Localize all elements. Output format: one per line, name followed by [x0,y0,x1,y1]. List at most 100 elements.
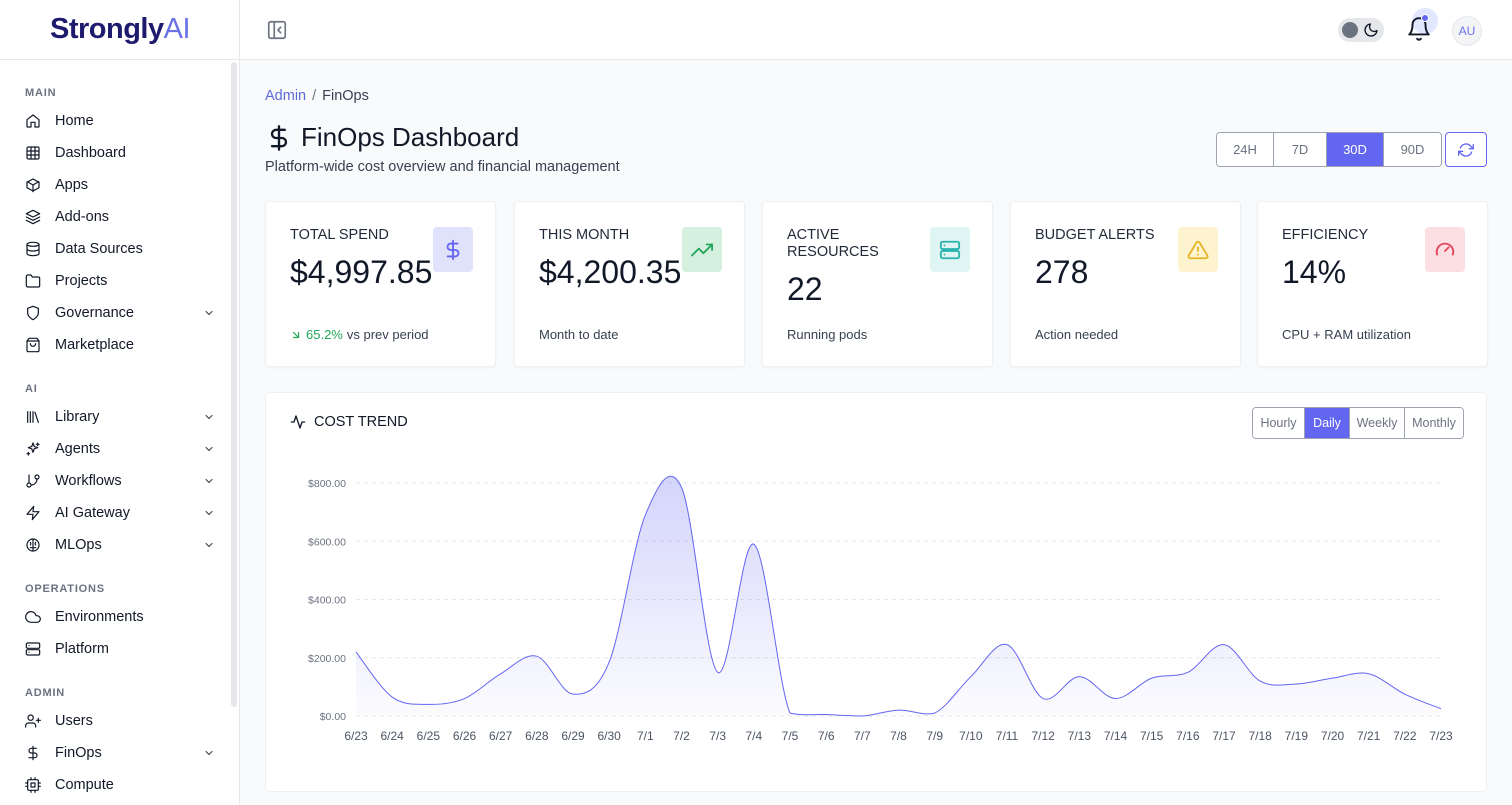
data-point-7/12[interactable] [1041,697,1045,701]
data-point-7/4[interactable] [752,542,756,546]
library-icon [27,411,39,423]
data-point-7/17[interactable] [1222,643,1226,647]
sidebar-item-agents[interactable]: Agents [25,435,215,463]
avatar[interactable]: AU [1452,16,1482,46]
section-label-admin: ADMIN [25,687,66,699]
data-point-7/14[interactable] [1114,697,1118,701]
sidebar-item-finops[interactable]: FinOps [25,739,215,767]
card-footnote: CPU + RAM utilization [1282,327,1411,342]
chevron-down-icon[interactable] [203,307,215,319]
data-point-6/29[interactable] [571,692,575,696]
data-point-7/6[interactable] [824,713,828,717]
granularity-button-weekly[interactable]: Weekly [1350,408,1405,438]
box-icon [26,178,40,193]
sidebar-item-dashboard[interactable]: Dashboard [25,139,215,167]
sidebar-collapse-icon[interactable] [266,19,288,41]
data-point-6/30[interactable] [607,660,611,664]
x-tick-label: 7/23 [1429,729,1453,743]
data-point-7/16[interactable] [1186,670,1190,674]
data-point-7/15[interactable] [1150,676,1154,680]
brand-name-ai: AI [163,13,191,45]
data-point-7/13[interactable] [1077,675,1081,679]
sidebar-item-add-ons[interactable]: Add-ons [25,203,215,231]
sidebar-item-library[interactable]: Library [25,403,215,431]
chevron-down-icon[interactable] [203,411,215,423]
alert-triangle-icon [1187,240,1209,259]
data-point-6/27[interactable] [499,672,503,676]
sidebar-item-governance[interactable]: Governance [25,299,215,327]
data-point-7/11[interactable] [1005,643,1009,647]
sidebar-item-label: Compute [55,777,114,793]
data-point-6/24[interactable] [390,695,394,699]
time-range-selector: 24H 7D 30D 90D [1216,132,1442,167]
theme-toggle[interactable] [1338,18,1384,42]
data-point-7/10[interactable] [969,675,973,679]
card-badge [682,227,722,272]
sidebar-item-label: Marketplace [55,337,134,353]
git-branch-icon [26,474,40,488]
range-button-24h[interactable]: 24H [1217,133,1274,166]
data-point-7/5[interactable] [788,711,792,715]
sidebar-item-compute[interactable]: Compute [25,771,215,799]
stat-card-budget-alerts: BUDGET ALERTS 278 Action needed [1010,201,1241,367]
card-value: 22 [787,271,823,307]
data-point-7/7[interactable] [860,714,864,718]
stat-card-active-resources: ACTIVE RESOURCES 22 Running pods [762,201,993,367]
sidebar-item-users[interactable]: Users [25,707,215,735]
sidebar-item-environments[interactable]: Environments [25,603,215,631]
data-point-7/3[interactable] [716,670,720,674]
sidebar-item-home[interactable]: Home [25,107,215,135]
chevron-down-icon[interactable] [203,507,215,519]
range-button-30d[interactable]: 30D [1327,133,1384,166]
cpu-icon-wrap [25,777,41,793]
chevron-down-icon[interactable] [203,475,215,487]
sidebar-item-marketplace[interactable]: Marketplace [25,331,215,359]
data-point-7/2[interactable] [680,485,684,489]
data-point-7/22[interactable] [1403,692,1407,696]
sidebar-item-projects[interactable]: Projects [25,267,215,295]
data-point-7/1[interactable] [643,513,647,517]
section-label-ai: AI [25,383,38,395]
data-point-6/28[interactable] [535,654,539,658]
x-tick-label: 7/13 [1068,729,1092,743]
data-point-7/23[interactable] [1439,707,1443,711]
data-point-7/8[interactable] [897,708,901,712]
bell-icon[interactable] [1406,16,1432,42]
sidebar-item-mlops[interactable]: MLOps [25,531,215,559]
granularity-selector: Hourly Daily Weekly Monthly [1252,407,1464,439]
sidebar-item-ai-gateway[interactable]: AI Gateway [25,499,215,527]
data-point-7/20[interactable] [1331,676,1335,680]
range-button-7d[interactable]: 7D [1274,133,1327,166]
home-icon [26,114,40,128]
card-label: BUDGET ALERTS [1035,227,1155,243]
sidebar-item-label: Library [55,409,100,425]
sidebar-item-workflows[interactable]: Workflows [25,467,215,495]
range-button-90d[interactable]: 90D [1384,133,1441,166]
granularity-button-hourly[interactable]: Hourly [1253,408,1305,438]
data-point-7/19[interactable] [1294,682,1298,686]
sidebar-scrollbar[interactable] [231,62,237,707]
granularity-button-daily[interactable]: Daily [1305,408,1350,438]
chevron-down-icon[interactable] [203,539,215,551]
moon-icon [1364,23,1378,37]
x-tick-label: 6/28 [525,729,549,743]
stat-card-total-spend: TOTAL SPEND $4,997.85 65.2% vs prev period [265,201,496,367]
chevron-down-icon[interactable] [203,443,215,455]
data-point-6/23[interactable] [354,650,358,654]
data-point-6/25[interactable] [426,702,430,706]
breadcrumb-admin-link[interactable]: Admin [265,88,307,104]
sidebar-item-data-sources[interactable]: Data Sources [25,235,215,263]
sidebar-item-apps[interactable]: Apps [25,171,215,199]
granularity-button-monthly[interactable]: Monthly [1405,408,1463,438]
card-footnote: Month to date [539,327,619,342]
card-value: $4,997.85 [290,254,433,290]
refresh-button[interactable] [1445,132,1487,167]
brand-logo[interactable]: Strongly AI [0,0,239,60]
data-point-7/18[interactable] [1258,679,1262,683]
chevron-down-icon[interactable] [203,747,215,759]
data-point-7/9[interactable] [933,711,937,715]
database-icon-wrap [25,241,41,257]
data-point-6/26[interactable] [463,697,467,701]
data-point-7/21[interactable] [1367,672,1371,676]
sidebar-item-platform[interactable]: Platform [25,635,215,663]
